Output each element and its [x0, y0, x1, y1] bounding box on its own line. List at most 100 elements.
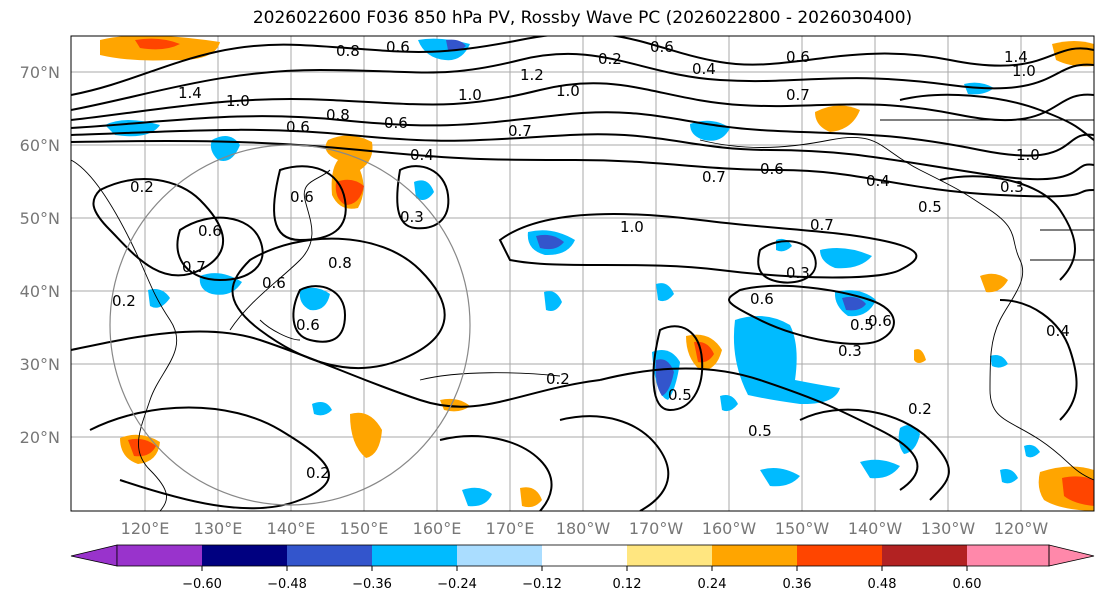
colorbar-tick-label: −0.36 [352, 577, 392, 592]
contour-label: 1.0 [1016, 146, 1040, 164]
contour-label: 0.4 [866, 172, 890, 190]
contour-label: 0.2 [306, 464, 330, 482]
anomaly-patch [440, 398, 470, 412]
colorbar-swatch [202, 545, 287, 566]
anomaly-patch [335, 179, 364, 205]
contour-label: 0.4 [1046, 322, 1070, 340]
contour-label: 0.6 [296, 316, 320, 334]
anomaly-patch [135, 38, 180, 50]
lon-label: 120°E [121, 519, 170, 538]
lat-label: 30°N [20, 355, 60, 374]
contour-label: 0.6 [290, 188, 314, 206]
contour-label: 0.7 [786, 86, 810, 104]
contour-label: 0.6 [750, 290, 774, 308]
coastlines [71, 119, 1094, 511]
anomaly-patch [1024, 444, 1040, 458]
contour-label: 0.6 [198, 222, 222, 240]
anomaly-patch [446, 39, 466, 52]
anomaly-patch [544, 291, 562, 311]
anomaly-patch [312, 402, 332, 416]
colorbar-ticks [201, 566, 968, 571]
contour-label: 0.7 [702, 168, 726, 186]
contour-label: 0.3 [400, 208, 424, 226]
anomaly-patch [148, 289, 170, 308]
anomaly-patch [656, 283, 674, 302]
contour-label: 0.6 [650, 38, 674, 56]
contour-label: 0.4 [410, 146, 434, 164]
colorbar-swatch [967, 545, 1049, 566]
contour-label: 1.0 [620, 218, 644, 236]
anomaly-patch [520, 487, 542, 508]
lon-label: 140°E [267, 519, 316, 538]
anomaly-patch [914, 349, 926, 363]
anomaly-patch [815, 105, 860, 132]
anomaly-patch [350, 412, 382, 458]
lat-label: 70°N [20, 63, 60, 82]
lon-label: 180°W [556, 519, 611, 538]
contour-label: 1.2 [520, 66, 544, 84]
lat-label: 40°N [20, 282, 60, 301]
colorbar-tick-label: 0.12 [613, 577, 642, 592]
colorbar-swatch [117, 545, 202, 566]
colorbar-swatch [712, 545, 797, 566]
contour-label: 0.2 [112, 292, 136, 310]
projection-circle [109, 144, 471, 506]
lon-label: 120°W [994, 519, 1049, 538]
contour-label: 1.0 [1012, 62, 1036, 80]
lat-label: 60°N [20, 136, 60, 155]
anomaly-patch [980, 273, 1008, 293]
anomaly-patch [536, 234, 564, 250]
lon-label: 160°E [413, 519, 462, 538]
colorbar-swatch [372, 545, 457, 566]
lat-label: 50°N [20, 209, 60, 228]
colorbar: −0.60 −0.48 −0.36 −0.24 −0.12 0.12 0.24 … [70, 544, 1095, 592]
colorbar-swatch [882, 545, 967, 566]
lat-label: 20°N [20, 428, 60, 447]
anomaly-patch [299, 287, 330, 311]
colorbar-tick-label: 0.48 [868, 577, 897, 592]
anomaly-patch [898, 425, 920, 454]
contour-label: 0.3 [838, 342, 862, 360]
lon-label: 150°E [340, 519, 389, 538]
colorbar-frame [116, 544, 1050, 567]
contour-label: 0.5 [918, 198, 942, 216]
contour-label: 0.8 [328, 254, 352, 272]
anomaly-patch [860, 459, 900, 479]
contour-label: 0.7 [508, 122, 532, 140]
colorbar-swatch [797, 545, 882, 566]
colorbar-tick-label: 0.36 [783, 577, 812, 592]
contour-label: 0.3 [786, 264, 810, 282]
contour-label: 1.4 [178, 84, 202, 102]
colorbar-extend-high [1048, 544, 1095, 567]
colorbar-tick-label: −0.12 [522, 577, 562, 592]
contour-label: 0.8 [336, 42, 360, 60]
anomaly-patch [462, 487, 492, 507]
anomaly-patch [414, 180, 434, 200]
colorbar-swatch [287, 545, 372, 566]
map-frame [70, 35, 1095, 512]
contour-label: 0.2 [598, 50, 622, 68]
contour-label: 0.5 [748, 422, 772, 440]
colorbar-extend-low [70, 544, 118, 567]
anomaly-patch [990, 355, 1008, 368]
anomaly-patch [720, 395, 738, 412]
latitude-axis: 70°N 60°N 50°N 40°N 30°N 20°N [20, 63, 60, 447]
contour-label: 0.2 [546, 370, 570, 388]
lon-label: 130°E [194, 519, 243, 538]
contour-label: 0.6 [286, 118, 310, 136]
contour-label: 1.0 [458, 86, 482, 104]
contour-label: 0.6 [386, 38, 410, 56]
contour-label: 0.6 [262, 274, 286, 292]
contour-label: 0.2 [908, 400, 932, 418]
contour-label: 0.2 [130, 178, 154, 196]
contour-label: 0.6 [760, 160, 784, 178]
colorbar-tick-label: 0.24 [698, 577, 727, 592]
anomaly-patch [733, 316, 840, 405]
map-panel: 0.8 0.6 1.4 1.0 0.6 0.8 0.6 1.0 1.2 1.0 … [71, 36, 1094, 511]
colorbar-swatch [542, 545, 627, 566]
contour-label: 0.5 [850, 316, 874, 334]
colorbar-tick-label: −0.24 [437, 577, 477, 592]
anomaly-patch [128, 438, 156, 457]
contour-label: 0.7 [182, 258, 206, 276]
